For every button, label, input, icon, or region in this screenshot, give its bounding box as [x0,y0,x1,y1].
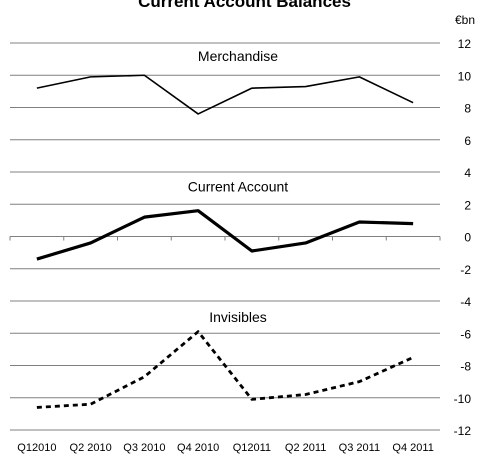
series-line-invisibles [37,332,413,408]
y-tick-label-3: 6 [464,134,471,148]
chart-title: Current Account Balances [0,0,489,12]
y-tick-label-1: 10 [458,69,472,83]
y-tick-label-2: 8 [464,102,471,116]
series-line-merchandise [37,75,413,114]
x-tick-label-1: Q2 2010 [70,442,112,454]
y-tick-label-0: 12 [458,37,472,51]
y-tick-label-5: 2 [464,198,471,212]
series-line-current-account [37,211,413,259]
x-tick-label-5: Q2 2011 [285,442,326,454]
y-tick-label-12: -12 [454,424,472,438]
y-tick-label-6: 0 [464,231,471,245]
series-label-0: Merchandise [198,48,278,64]
x-tick-label-3: Q4 2010 [177,442,219,454]
series-label-1: Current Account [188,179,288,195]
series-label-2: Invisibles [209,309,267,325]
y-tick-label-10: -8 [460,360,471,374]
y-tick-label-11: -10 [454,392,472,406]
y-tick-label-8: -4 [460,295,471,309]
x-tick-label-0: Q12010 [17,442,56,454]
y-tick-label-9: -6 [460,327,471,341]
x-tick-label-4: Q12011 [233,442,271,454]
x-tick-label-2: Q3 2010 [123,442,165,454]
y-tick-label-7: -2 [460,263,471,277]
x-tick-label-7: Q4 2011 [392,442,433,454]
y-tick-label-4: 4 [464,166,471,180]
y-unit-label: €bn [455,13,475,27]
x-tick-label-6: Q3 2011 [339,442,380,454]
